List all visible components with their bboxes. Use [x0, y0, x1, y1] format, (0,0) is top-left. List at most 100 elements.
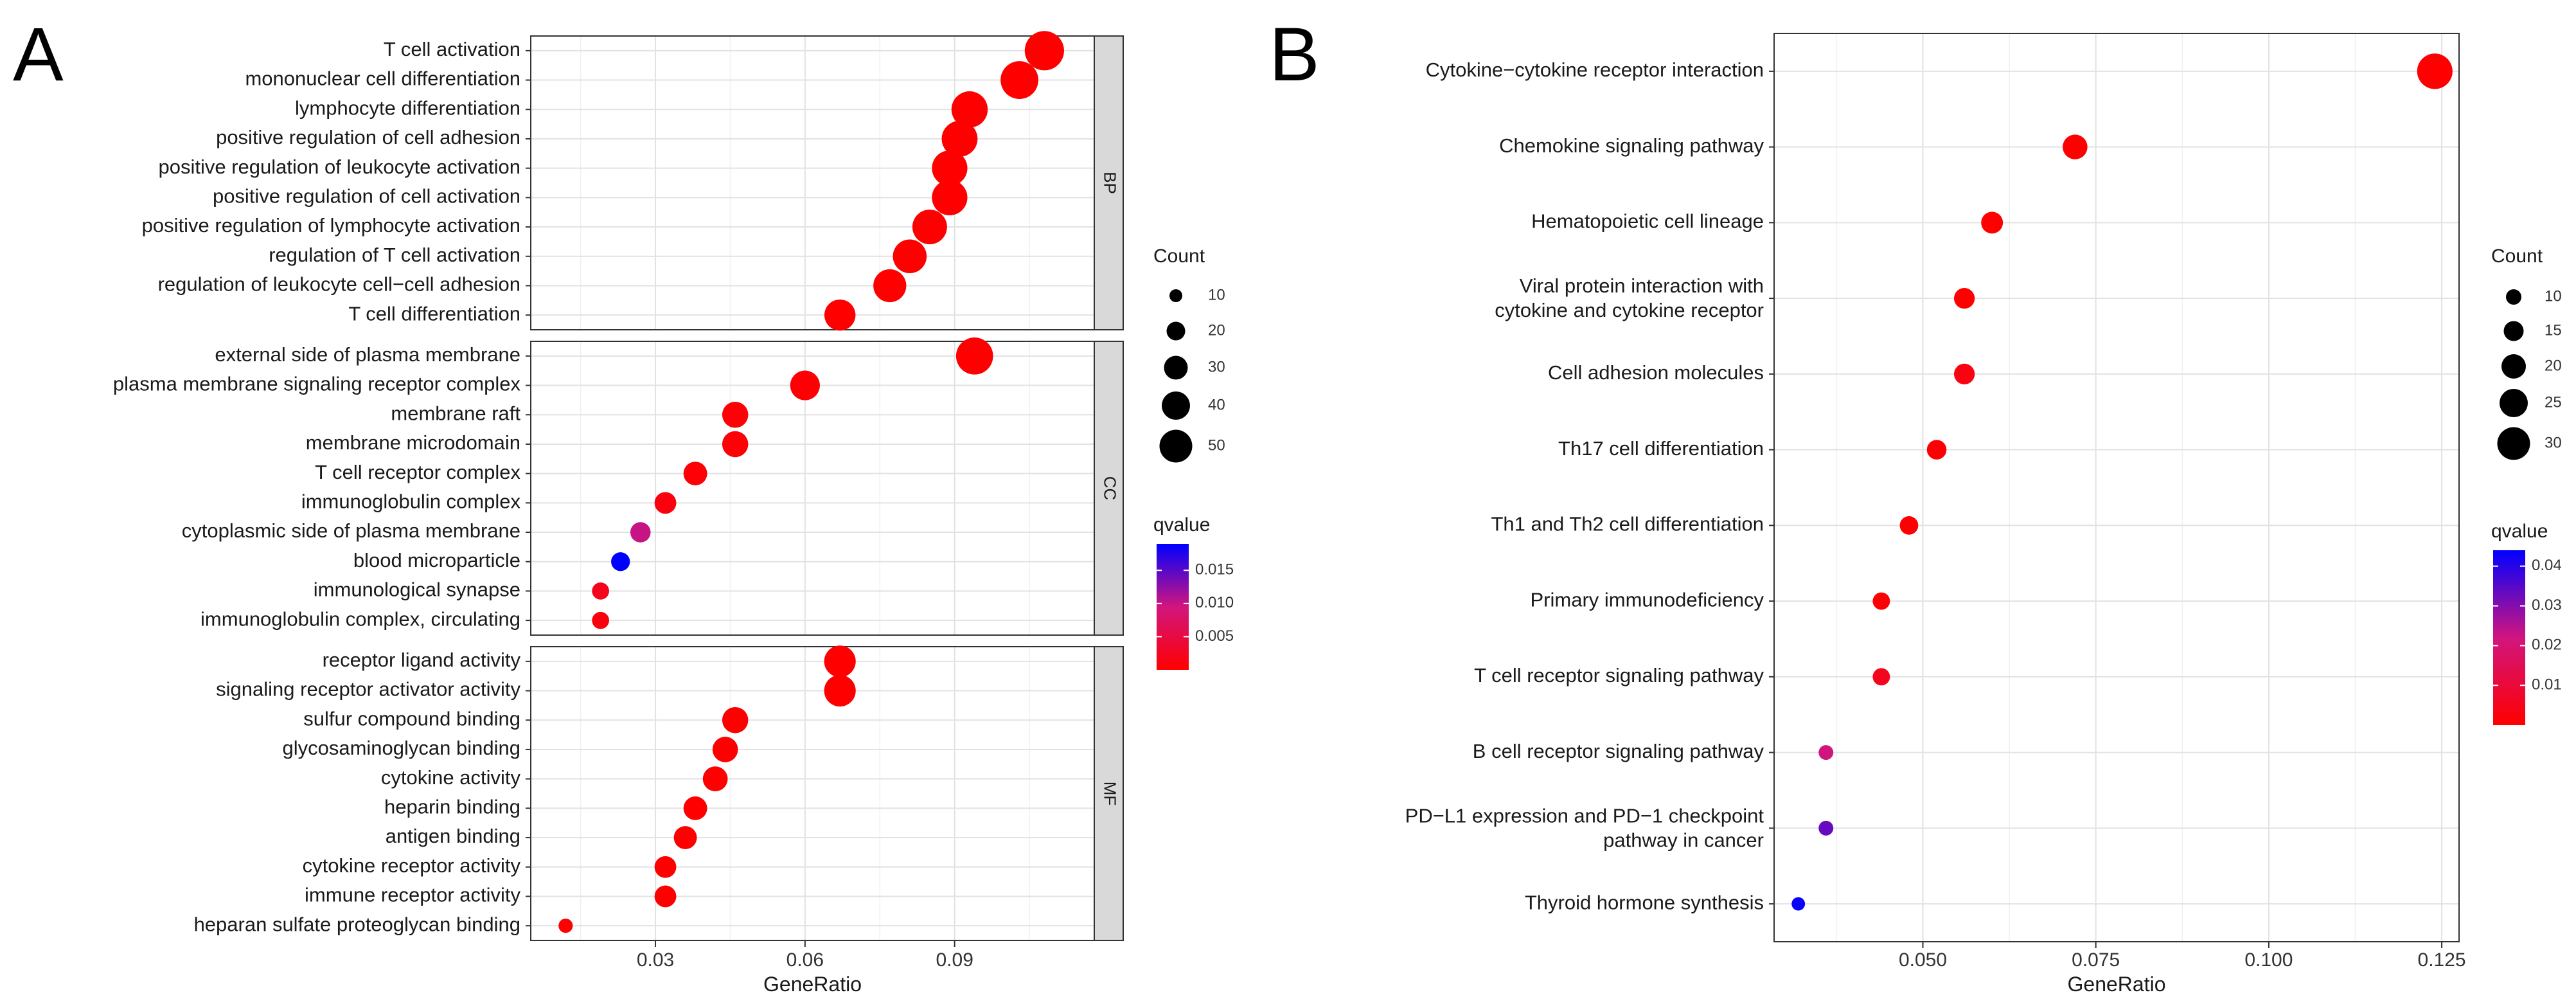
term-label: heparan sulfate proteoglycan binding	[194, 913, 520, 935]
x-tick-label: 0.09	[936, 949, 973, 971]
color-bar-label: 0.015	[1195, 561, 1234, 579]
term-label: Cytokine−cytokine receptor interaction	[1426, 58, 1764, 81]
legend-size-label: 30	[1208, 358, 1225, 375]
term-label: immunoglobulin complex, circulating	[200, 607, 520, 630]
term-label: external side of plasma membrane	[215, 343, 520, 366]
term-label: T cell receptor signaling pathway	[1474, 664, 1764, 687]
data-point	[1791, 897, 1806, 911]
term-label: blood microparticle	[353, 549, 520, 571]
color-bar	[1157, 544, 1189, 670]
data-point	[1953, 287, 1975, 309]
term-label: membrane raft	[391, 402, 520, 424]
panel-a: A BP T cell activation mononuclear cell dif…	[13, 12, 1234, 996]
data-point	[722, 401, 749, 428]
facet-strip	[1094, 646, 1124, 941]
color-bar-label: 0.01	[2532, 676, 2562, 694]
term-label: Hematopoietic cell lineage	[1531, 210, 1764, 233]
data-point	[1899, 516, 1919, 535]
plot-border	[1773, 33, 2460, 942]
data-point	[592, 611, 609, 629]
data-point	[932, 150, 968, 186]
term-label: antigen binding	[386, 825, 520, 847]
data-point	[712, 737, 738, 762]
term-label: heparin binding	[384, 796, 520, 818]
term-label: T cell activation	[384, 38, 520, 60]
color-bar-label: 0.010	[1195, 594, 1234, 611]
term-label: Thyroid hormone synthesis	[1525, 891, 1764, 913]
data-point	[722, 706, 749, 733]
legend-size-key	[2501, 354, 2526, 379]
legend-size-label: 20	[2545, 357, 2562, 374]
facet-cc: CC external side of plasma membrane plasma…	[113, 337, 1124, 636]
x-tick-label: 0.06	[786, 949, 824, 971]
data-point	[722, 431, 749, 458]
legend-size-label: 40	[1208, 396, 1225, 413]
data-point	[611, 552, 630, 571]
term-label: sulfur compound binding	[303, 707, 520, 730]
color-bar-label: 0.03	[2532, 597, 2562, 614]
facet-background	[531, 36, 1094, 330]
term-label: immunological synapse	[314, 579, 520, 601]
legend-size-key	[1162, 391, 1190, 420]
x-tick-label: 0.125	[2418, 949, 2466, 971]
facet-strip-label: MF	[1101, 782, 1120, 806]
legend-qvalue: qvalue 0.04 0.03 0.02 0.01	[2491, 521, 2562, 725]
x-tick-label: 0.100	[2244, 949, 2293, 971]
facet-background	[531, 647, 1094, 940]
data-point	[893, 239, 927, 274]
plot-background	[1774, 33, 2459, 942]
data-point	[912, 210, 947, 244]
term-label: T cell differentiation	[348, 302, 520, 325]
legend-title: qvalue	[2491, 521, 2548, 542]
term-label: cytokine receptor activity	[303, 854, 521, 877]
legend-size-label: 30	[2545, 434, 2562, 451]
facet-strip-label: BP	[1101, 172, 1120, 194]
x-tick-label: 0.050	[1899, 949, 1947, 971]
term-label: cytokine activity	[381, 766, 521, 789]
term-label: Th1 and Th2 cell differentiation	[1491, 513, 1764, 535]
term-label: Primary immunodeficiency	[1531, 588, 1764, 611]
legend-title: qvalue	[1153, 514, 1210, 535]
facet-strip-label: CC	[1101, 476, 1120, 501]
term-label: PD−L1 expression and PD−1 checkpoint path…	[1405, 804, 1764, 851]
data-point	[654, 492, 677, 514]
term-label: immune receptor activity	[305, 884, 520, 906]
data-point	[683, 796, 707, 820]
term-label-line: cytokine and cytokine receptor	[1495, 299, 1764, 321]
legend-size-key	[1159, 429, 1193, 463]
data-point	[824, 674, 856, 707]
data-point	[1000, 61, 1038, 99]
data-point	[630, 522, 651, 543]
data-point	[955, 337, 993, 375]
term-label-line: PD−L1 expression and PD−1 checkpoint	[1405, 804, 1764, 827]
legend-size-key	[2497, 427, 2530, 460]
facet-strip	[1094, 35, 1124, 330]
data-point	[790, 370, 820, 400]
data-point	[673, 826, 697, 849]
term-label: cytoplasmic side of plasma membrane	[182, 519, 520, 542]
data-point	[592, 582, 609, 600]
panel-b: B Cytokine−cytokine receptor interaction C…	[1269, 12, 2562, 996]
data-point	[824, 645, 856, 678]
data-point	[1818, 820, 1834, 836]
x-axis-title: GeneRatio	[2068, 973, 2166, 996]
term-label: regulation of T cell activation	[269, 244, 520, 266]
data-point	[558, 919, 573, 933]
term-label: plasma membrane signaling receptor compl…	[113, 373, 521, 395]
term-label: Cell adhesion molecules	[1548, 361, 1764, 384]
term-label: Viral protein interaction with cytokine a…	[1495, 274, 1764, 321]
legend-qvalue: qvalue 0.015 0.010 0.005	[1153, 514, 1234, 670]
term-label: regulation of leukocyte cell−cell adhesi…	[158, 273, 520, 296]
term-label-line: Viral protein interaction with	[1520, 274, 1764, 297]
legend-size-label: 25	[2545, 393, 2562, 411]
term-label: T cell receptor complex	[315, 461, 520, 483]
term-label: positive regulation of cell activation	[213, 185, 520, 208]
legend-size-label: 50	[1208, 436, 1225, 454]
term-label: positive regulation of lymphocyte activa…	[142, 214, 520, 237]
panel-letter-a: A	[13, 12, 64, 97]
term-label: mononuclear cell differentiation	[245, 67, 520, 90]
data-point	[1981, 211, 2003, 234]
data-point	[1818, 745, 1834, 760]
x-tick-label: 0.075	[2072, 949, 2120, 971]
